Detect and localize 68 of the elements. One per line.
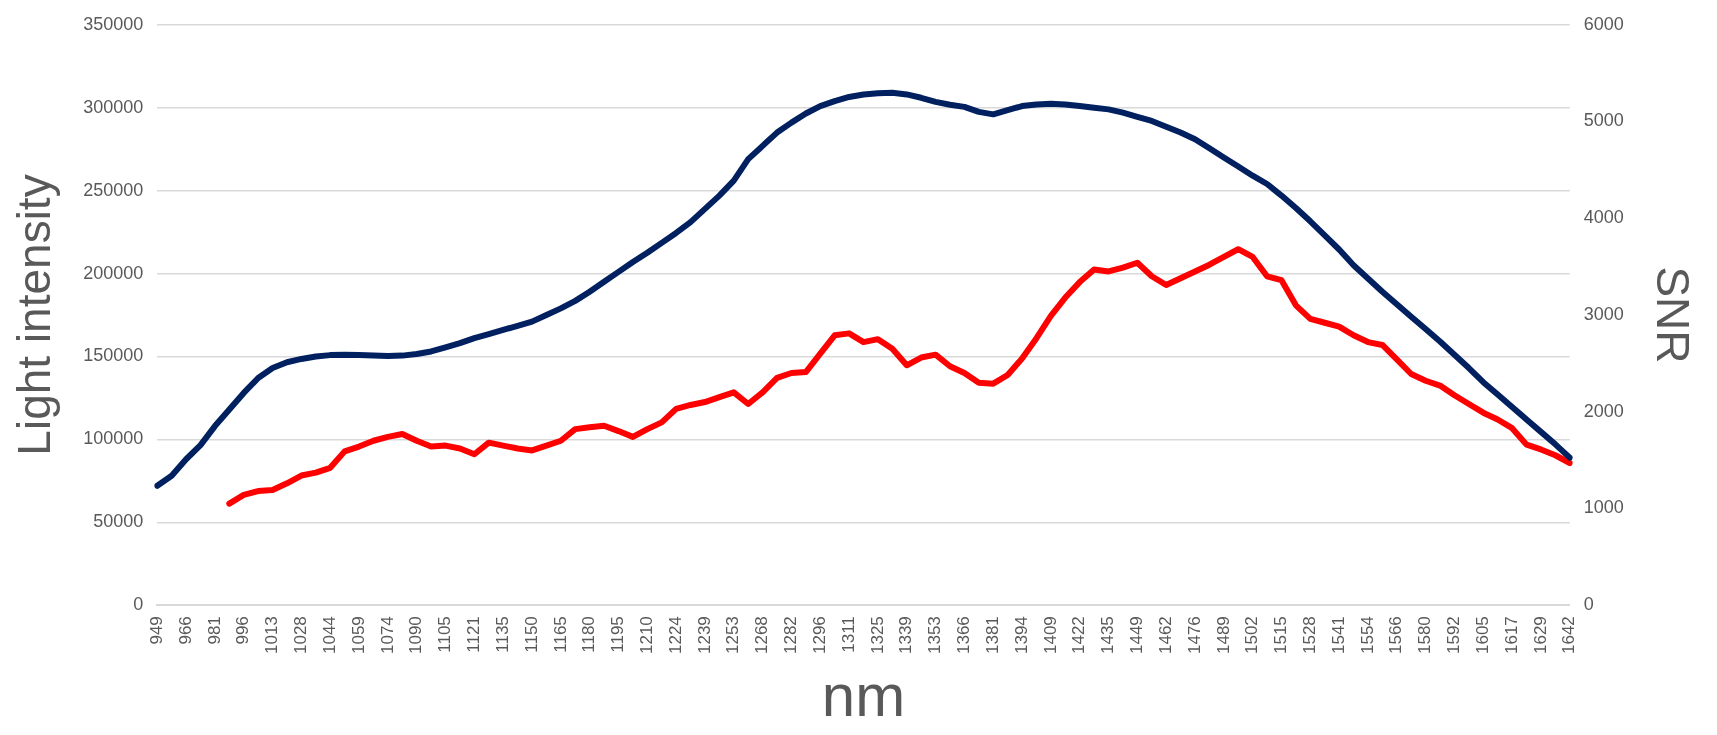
x-tick-label: 1210 — [637, 616, 656, 655]
x-tick-label: 1541 — [1328, 616, 1348, 655]
x-tick-label: 1515 — [1271, 616, 1291, 655]
x-tick-label: 1165 — [550, 616, 570, 653]
x-tick-label: 1592 — [1444, 616, 1464, 655]
x-tick-label: 1239 — [694, 616, 714, 655]
x-tick-label: 1580 — [1415, 616, 1435, 655]
y-axis-title: Light intensity — [8, 174, 61, 456]
y2-tick-label: 4000 — [1583, 207, 1624, 228]
x-tick-label: 1224 — [665, 616, 685, 655]
x-tick-label: 1028 — [291, 616, 311, 655]
x-tick-label: 1642 — [1559, 616, 1579, 655]
x-axis-title: nm — [821, 661, 906, 729]
x-tick-label: 1617 — [1501, 616, 1521, 655]
x-tick-label: 1074 — [377, 616, 397, 655]
x-tick-label: 1150 — [521, 616, 541, 653]
y-tick-label: 50000 — [93, 511, 144, 532]
y2-tick-label: 0 — [1583, 594, 1594, 615]
x-tick-label: 1311 — [838, 616, 858, 653]
x-tick-label: 1476 — [1184, 616, 1204, 655]
x-tick-label: 1502 — [1242, 616, 1262, 655]
x-tick-label: 1044 — [319, 616, 339, 655]
y2-tick-label: 6000 — [1583, 13, 1624, 34]
y-tick-label: 250000 — [83, 179, 144, 200]
x-tick-label: 966 — [175, 616, 195, 645]
x-tick-label: 1422 — [1069, 616, 1089, 655]
x-tick-label: 949 — [146, 616, 166, 645]
y2-tick-label: 1000 — [1583, 497, 1624, 518]
x-tick-label: 1353 — [925, 616, 945, 655]
x-tick-label: 1605 — [1472, 616, 1492, 655]
y-tick-label: 350000 — [83, 13, 144, 34]
y2-tick-label: 5000 — [1583, 110, 1624, 131]
x-tick-label: 1195 — [608, 616, 628, 653]
x-tick-label: 1282 — [781, 616, 801, 655]
x-tick-label: 1409 — [1040, 616, 1060, 655]
x-tick-label: 1435 — [1098, 616, 1118, 655]
x-tick-label: 1489 — [1213, 616, 1233, 655]
x-tick-label: 1013 — [262, 616, 282, 655]
x-tick-label: 1253 — [723, 616, 743, 655]
y-tick-label: 300000 — [83, 96, 144, 117]
x-tick-label: 1296 — [809, 616, 829, 655]
x-tick-label: 1381 — [982, 616, 1002, 655]
x-tick-label: 1180 — [579, 616, 599, 653]
x-tick-label: 1554 — [1357, 616, 1377, 655]
y2-axis-title: SNR — [1646, 266, 1699, 364]
x-tick-label: 1366 — [954, 616, 974, 655]
x-tick-label: 1339 — [896, 616, 916, 655]
x-tick-label: 981 — [204, 616, 224, 645]
x-tick-label: 1135 — [492, 616, 512, 653]
y-tick-label: 200000 — [83, 262, 144, 283]
x-tick-label: 1629 — [1530, 616, 1550, 655]
y-tick-label: 100000 — [83, 428, 144, 449]
y-tick-label: 0 — [133, 594, 144, 615]
x-tick-label: 1528 — [1300, 616, 1320, 655]
x-tick-label: 1325 — [867, 616, 887, 655]
x-tick-label: 1105 — [435, 616, 455, 653]
x-tick-label: 1462 — [1155, 616, 1175, 655]
x-tick-label: 1449 — [1127, 616, 1147, 655]
x-tick-label: 1059 — [348, 616, 368, 655]
x-tick-label: 1566 — [1386, 616, 1406, 655]
x-tick-label: 1090 — [406, 616, 426, 655]
y2-tick-label: 3000 — [1583, 303, 1624, 324]
x-tick-label: 1394 — [1011, 616, 1031, 655]
x-tick-label: 1121 — [464, 616, 484, 653]
y2-tick-label: 2000 — [1583, 400, 1624, 421]
y-tick-label: 150000 — [83, 345, 144, 366]
x-tick-label: 1268 — [752, 616, 772, 655]
x-tick-label: 996 — [233, 616, 253, 645]
